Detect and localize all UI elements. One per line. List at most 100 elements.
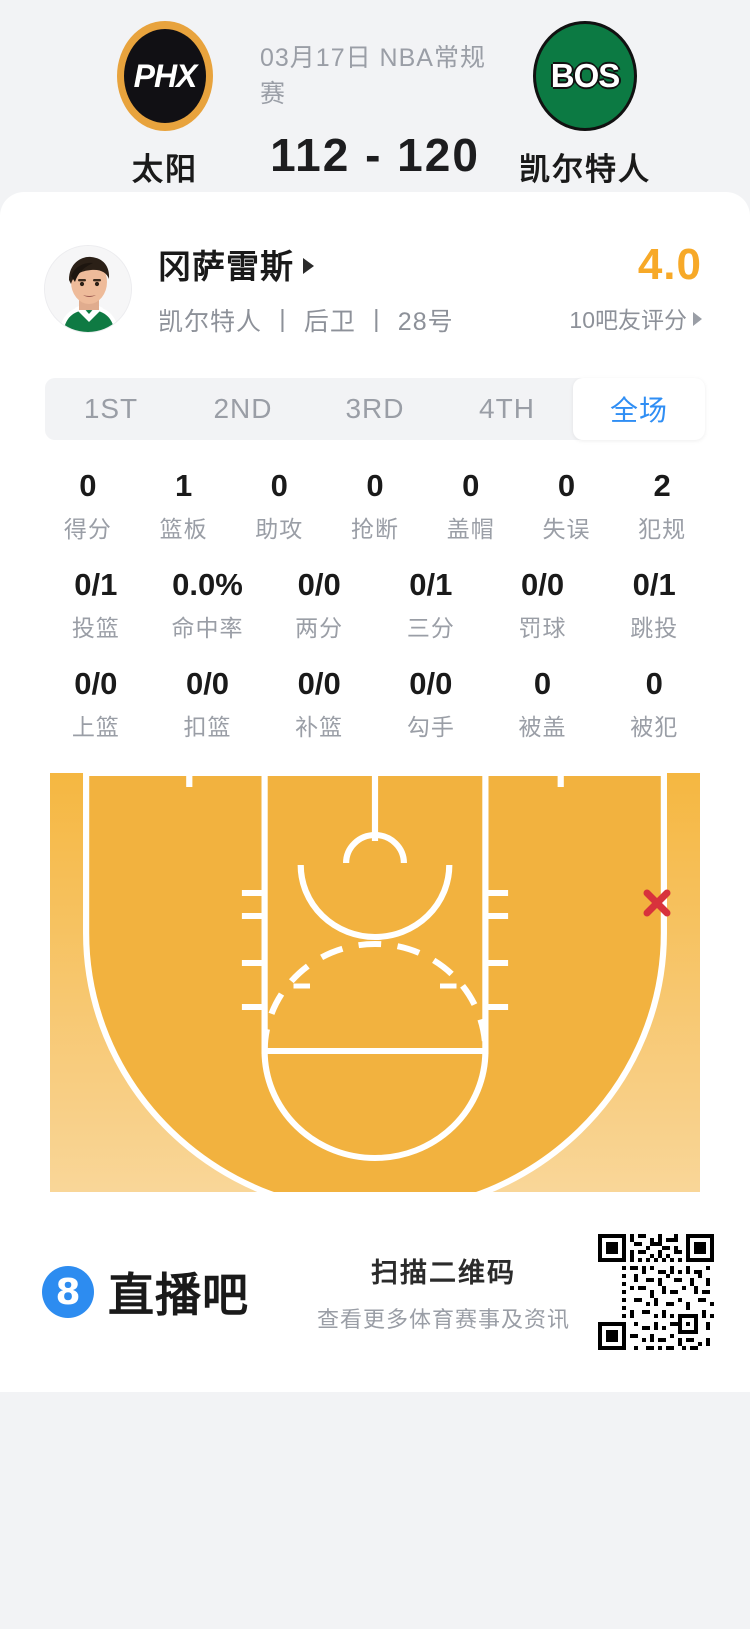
qr-title: 扫描二维码: [370, 1257, 516, 1288]
stat-three-point: 0/1 三分: [375, 569, 487, 640]
brand-logo[interactable]: 8 直播吧: [42, 1259, 249, 1325]
stat-value: 0: [366, 468, 384, 503]
stat-steals: 0 抢断: [327, 470, 423, 541]
stats-row-basic: 0 得分 1 篮板 0 助攻 0 抢断 0 盖帽 0 失误: [0, 470, 750, 541]
chevron-right-icon: [303, 258, 314, 274]
stat-fg-percent: 0.0% 命中率: [152, 569, 264, 640]
stat-hook: 0/0 勾手: [375, 668, 487, 739]
stat-value: 0.0%: [172, 567, 243, 602]
stat-blocked: 0 被盖: [487, 668, 599, 739]
qr-subtitle: 查看更多体育赛事及资讯: [316, 1306, 570, 1332]
rating-label: 10吧友评分: [569, 307, 687, 333]
stat-label: 跳投: [630, 615, 679, 641]
home-team-abbr: PHX: [133, 57, 198, 94]
shot-marker-miss[interactable]: [643, 889, 671, 917]
stat-value: 0/0: [297, 666, 341, 701]
stat-value: 0/1: [74, 567, 118, 602]
player-identity: 冈萨雷斯 凯尔特人 丨 后卫 丨 28号: [158, 240, 569, 338]
shot-markers-layer: [643, 889, 671, 917]
tab-4th[interactable]: 4TH: [479, 393, 535, 424]
qr-section: 扫描二维码 查看更多体育赛事及资讯: [317, 1234, 714, 1350]
player-name: 冈萨雷斯: [158, 248, 294, 285]
avatar[interactable]: [44, 245, 132, 333]
chevron-right-small-icon: [693, 312, 702, 326]
stat-layup: 0/0 上篮: [40, 668, 152, 739]
stat-value: 0/1: [632, 567, 676, 602]
stat-label: 命中率: [171, 615, 244, 641]
stat-tip-in: 0/0 补篮: [263, 668, 375, 739]
stat-value: 0/0: [520, 567, 565, 602]
stat-value: 0/0: [74, 666, 118, 701]
stat-points: 0 得分: [40, 470, 136, 541]
stat-label: 投篮: [71, 615, 120, 641]
period-tabs: 1ST 2ND 3RD 4TH 全场: [45, 378, 705, 440]
away-team-logo-wrap: BOS: [533, 21, 637, 131]
stat-value: 2: [653, 468, 671, 503]
stat-value: 0: [79, 468, 97, 503]
tab-1st[interactable]: 1ST: [83, 393, 139, 424]
stat-fouls: 2 犯规: [614, 470, 710, 541]
stat-free-throws: 0/0 罚球: [487, 569, 599, 640]
stat-label: 罚球: [518, 615, 567, 641]
stat-value: 0: [270, 468, 288, 503]
tab-3rd[interactable]: 3RD: [345, 393, 405, 424]
brand-name: 直播吧: [108, 1269, 249, 1321]
scoreboard-header: PHX 太阳 03月17日 NBA常规赛 112 - 120 完赛 BOS 凯尔…: [0, 0, 750, 234]
stat-value: 0: [557, 468, 576, 503]
rating-label-line[interactable]: 10吧友评分: [569, 301, 702, 335]
qr-code-icon[interactable]: [598, 1234, 714, 1350]
stat-value: 0/0: [409, 666, 453, 701]
game-score: 112 - 120: [270, 129, 480, 181]
stat-label: 失误: [542, 516, 591, 542]
qr-text: 扫描二维码 查看更多体育赛事及资讯: [317, 1251, 570, 1334]
stat-label: 抢断: [351, 516, 400, 542]
home-team-name: 太阳: [132, 152, 198, 187]
player-headshot-icon: [45, 246, 131, 332]
stat-label: 助攻: [255, 516, 304, 542]
tab-2nd[interactable]: 2ND: [213, 393, 273, 424]
stat-value: 1: [174, 468, 193, 503]
stat-label: 三分: [406, 615, 455, 641]
home-team-logo-wrap: PHX: [117, 21, 213, 131]
stats-row-shot-types: 0/0 上篮 0/0 扣篮 0/0 补篮 0/0 勾手 0 被盖 0 被犯: [0, 668, 750, 739]
stat-value: 0: [533, 666, 552, 701]
stat-assists: 0 助攻: [231, 470, 327, 541]
stat-label: 上篮: [71, 714, 120, 740]
stat-label: 篮板: [159, 516, 208, 542]
stat-label: 扣篮: [183, 714, 232, 740]
stat-value: 0/1: [409, 567, 453, 602]
player-subtitle: 凯尔特人 丨 后卫 丨 28号: [158, 308, 454, 336]
stat-blocks: 0 盖帽: [423, 470, 519, 541]
stat-label: 被盖: [518, 714, 567, 740]
away-team-abbr: BOS: [550, 57, 621, 94]
stat-turnovers: 0 失误: [519, 470, 615, 541]
boston-celtics-logo-icon: BOS: [533, 21, 637, 131]
player-rating[interactable]: 4.0 10吧友评分: [569, 243, 706, 335]
stat-rebounds: 1 篮板: [136, 470, 232, 541]
player-name-line[interactable]: 冈萨雷斯: [158, 240, 569, 288]
phoenix-suns-logo-icon: PHX: [117, 21, 213, 131]
stat-label: 得分: [63, 516, 112, 542]
stat-value: 0: [462, 468, 480, 503]
stat-value: 0/0: [297, 567, 341, 602]
player-header: 冈萨雷斯 凯尔特人 丨 后卫 丨 28号 4.0 10吧友评分: [0, 192, 750, 342]
stat-field-goals: 0/1 投篮: [40, 569, 152, 640]
brand-badge-icon: 8: [42, 1266, 94, 1318]
stat-two-point: 0/0 两分: [263, 569, 375, 640]
home-team[interactable]: PHX 太阳: [70, 21, 260, 189]
stat-fouled: 0 被犯: [598, 668, 710, 739]
stat-label: 补篮: [295, 714, 344, 740]
tab-full-game[interactable]: 全场: [573, 378, 705, 440]
stat-label: 被犯: [630, 714, 679, 740]
app-footer: 8 直播吧 扫描二维码 查看更多体育赛事及资讯: [0, 1192, 750, 1392]
stat-jump-shot: 0/1 跳投: [598, 569, 710, 640]
stat-label: 勾手: [406, 714, 455, 740]
away-team[interactable]: BOS 凯尔特人: [490, 21, 680, 189]
stats-row-shooting: 0/1 投篮 0.0% 命中率 0/0 两分 0/1 三分 0/0 罚球 0/1…: [0, 569, 750, 640]
stat-value: 0: [645, 666, 663, 701]
game-meta: 03月17日 NBA常规赛: [260, 44, 486, 108]
player-stats-card: 冈萨雷斯 凯尔特人 丨 后卫 丨 28号 4.0 10吧友评分 1ST 2ND …: [0, 192, 750, 1392]
stat-label: 盖帽: [446, 516, 495, 542]
stat-label: 两分: [295, 615, 344, 641]
